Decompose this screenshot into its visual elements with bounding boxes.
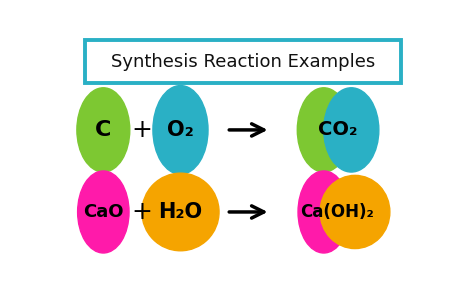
Ellipse shape: [320, 175, 390, 249]
Ellipse shape: [78, 171, 129, 253]
Ellipse shape: [142, 173, 219, 251]
Ellipse shape: [298, 171, 349, 253]
Text: O₂: O₂: [167, 120, 194, 140]
FancyBboxPatch shape: [85, 40, 401, 83]
Ellipse shape: [297, 88, 350, 172]
Text: Ca(OH)₂: Ca(OH)₂: [300, 203, 374, 221]
Text: H₂O: H₂O: [158, 202, 202, 222]
Ellipse shape: [153, 86, 208, 174]
Ellipse shape: [77, 88, 130, 172]
Ellipse shape: [324, 88, 379, 172]
Text: Synthesis Reaction Examples: Synthesis Reaction Examples: [111, 53, 375, 71]
Text: C: C: [95, 120, 111, 140]
Text: CO₂: CO₂: [318, 120, 357, 139]
Text: +: +: [131, 200, 152, 224]
Text: +: +: [131, 118, 152, 142]
Text: CaO: CaO: [83, 203, 124, 221]
